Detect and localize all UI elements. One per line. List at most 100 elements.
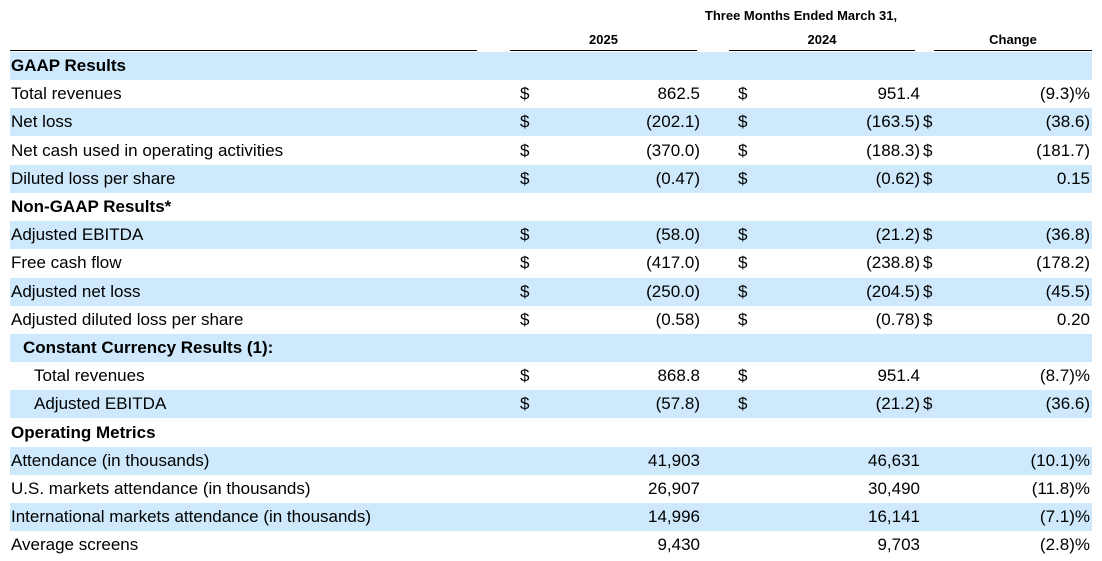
row-label: Attendance (in thousands) [11,450,210,470]
value-change: (9.3)% [1039,84,1090,104]
table-row: Adjusted EBITDA $ (57.8) $ (21.2) $ (36.6) [10,390,1092,419]
row-label: International markets attendance (in tho… [11,507,372,527]
row-label: Non-GAAP Results* [11,197,172,216]
table-row: Adjusted diluted loss per share $ (0.58) $(… [10,306,1092,334]
dollar-sign-2025: $ [520,281,530,301]
label-column-rule [10,50,477,51]
value-2024 [790,52,920,80]
dollar-sign-2024: $ [738,84,748,104]
value-2025: 41,903 [648,450,700,470]
value-2024: (21.2) [875,394,920,414]
dollar-sign-2025: $ [520,140,530,160]
row-label: Diluted loss per share [11,168,176,188]
value-2024: (188.3) [866,140,920,160]
value-2024: (0.78) [875,309,920,329]
value-2024: (21.2) [875,225,920,245]
column-header-change: Change [934,32,1092,51]
value-2025: (202.1) [646,112,700,132]
table-row: Constant Currency Results (1): [10,334,1092,362]
table-row: Net loss $ (202.1) $ (163.5) $ (38.6) [10,108,1092,137]
dollar-sign-2025: $ [520,366,530,386]
value-2025: 868.8 [657,366,700,386]
value-2025: 862.5 [657,84,700,104]
column-header-2024: 2024 [729,32,915,51]
dollar-sign-2024: $ [738,112,748,132]
table-row: Adjusted EBITDA $ (58.0) $ (21.2) $ (36.8) [10,221,1092,250]
value-2024: (204.5) [866,281,920,301]
table-row: Free cash flow $ (417.0) $ (238.8) $ (178.2) [10,249,1092,277]
value-2024: 46,631 [868,450,920,470]
row-label: Total revenues [11,84,122,104]
row-label: Average screens [11,535,139,555]
row-label: Adjusted EBITDA [11,225,144,245]
value-2024: (0.62) [875,168,920,188]
dollar-sign-2024: $ [738,366,748,386]
dollar-sign-change: $ [923,225,933,245]
value-change: (36.6) [1045,394,1090,414]
dollar-sign-2024: $ [738,253,748,273]
period-header: Three Months Ended March 31, [704,8,898,23]
row-label: Free cash flow [11,253,122,273]
value-2025: (0.47) [655,168,700,188]
row-label: Operating Metrics [11,422,156,442]
dollar-sign-2024: $ [738,281,748,301]
value-change: (7.1)% [1039,507,1090,527]
table-row: GAAP Results [10,52,1092,80]
value-change: (181.7) [1036,140,1090,160]
value-2025 [570,334,700,362]
dollar-sign-2025: $ [520,84,530,104]
value-2025: 9,430 [657,535,700,555]
value-change: (36.8) [1045,225,1090,245]
dollar-sign-2025: $ [520,112,530,132]
value-2025: (417.0) [646,253,700,273]
value-2024: 30,490 [868,479,920,498]
value-2024: 16,141 [868,507,920,527]
value-change: (11.8)% [1031,479,1090,498]
value-2025: (57.8) [655,394,700,414]
value-2024: (163.5) [866,112,920,132]
dollar-sign-2025: $ [520,225,530,245]
value-2025: 14,996 [648,507,700,527]
value-2024: (238.8) [866,253,920,273]
table-row: Diluted loss per share $ (0.47) $ (0.62) $0.1… [10,164,1092,193]
value-change [960,419,1090,447]
row-label: Total revenues [34,366,145,386]
row-label: Adjusted EBITDA [34,394,167,414]
table-row: Total revenues $862.5 $951.4 (9.3)% [10,80,1092,108]
value-change: 0.20 [1056,309,1090,329]
value-change [960,52,1090,80]
value-change: (8.7)% [1039,366,1090,386]
row-label: GAAP Results [11,56,126,75]
dollar-sign-2024: $ [738,394,748,414]
table-row: Non-GAAP Results* [10,193,1092,221]
value-2024 [790,193,920,221]
value-change: (178.2) [1036,253,1090,273]
row-label: Constant Currency Results (1): [23,338,274,357]
dollar-sign-change: $ [923,253,933,273]
dollar-sign-2025: $ [520,394,530,414]
row-label: U.S. markets attendance (in thousands) [11,479,311,498]
value-change: (10.1)% [1030,450,1090,470]
dollar-sign-2025: $ [520,309,530,329]
dollar-sign-2025: $ [520,168,530,188]
table-row: Operating Metrics [10,419,1092,447]
value-2024: 9,703 [877,535,920,555]
table-row: Attendance (in thousands) 41,903 46,631 (10… [10,446,1092,475]
value-2024: 951.4 [877,366,920,386]
value-2025: (370.0) [646,140,700,160]
value-2024 [790,334,920,362]
value-2025 [570,193,700,221]
value-2024: 951.4 [877,84,920,104]
value-2025 [570,419,700,447]
value-2025 [570,52,700,80]
value-2024 [790,419,920,447]
value-change: (2.8)% [1039,535,1090,555]
table-row: Total revenues $868.8 $951.4 (8.7)% [10,362,1092,390]
value-change: 0.15 [1056,168,1090,188]
table-row: Average screens 9,430 9,703 (2.8)% [10,531,1092,559]
column-header-2025: 2025 [510,32,697,51]
table-row: Adjusted net loss $ (250.0) $ (204.5) $ (45.5) [10,277,1092,306]
dollar-sign-2024: $ [738,140,748,160]
row-label: Net loss [11,112,73,132]
dollar-sign-2024: $ [738,168,748,188]
